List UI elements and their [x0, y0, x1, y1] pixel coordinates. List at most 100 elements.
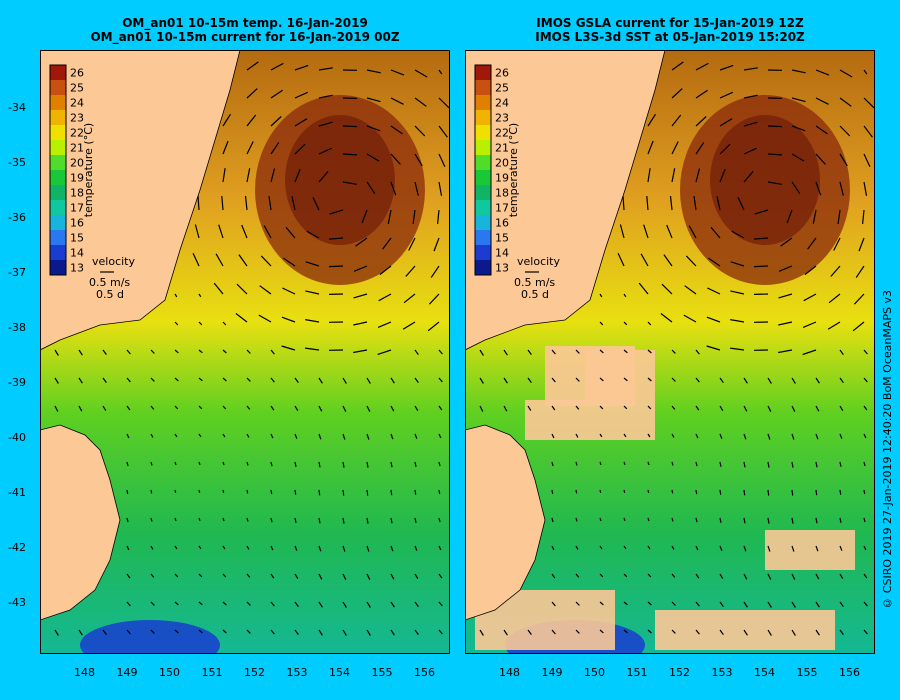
current-arrow — [270, 377, 275, 383]
current-arrow — [294, 545, 298, 551]
current-arrow — [671, 141, 679, 155]
current-arrow — [408, 237, 416, 251]
current-arrow — [126, 601, 131, 607]
current-arrow — [366, 377, 371, 384]
current-arrow — [695, 116, 707, 127]
current-arrow — [767, 601, 772, 608]
current-arrow — [815, 377, 820, 384]
current-arrow — [258, 314, 272, 323]
current-arrow — [730, 319, 745, 323]
colorbar-swatch — [475, 215, 491, 230]
current-arrow — [599, 545, 603, 550]
current-arrow — [839, 629, 844, 636]
current-arrow — [827, 321, 841, 330]
current-arrow — [414, 517, 417, 523]
colorbar-swatch — [50, 260, 66, 275]
current-arrow — [342, 181, 357, 185]
current-arrow — [174, 545, 178, 550]
current-arrow — [767, 461, 770, 468]
current-arrow — [767, 489, 770, 496]
current-arrow — [815, 433, 819, 440]
x-tick-label: 154 — [329, 666, 350, 679]
current-arrow — [815, 97, 829, 105]
current-arrow — [599, 433, 603, 438]
current-arrow — [719, 405, 724, 412]
current-arrow — [754, 209, 769, 215]
colorbar-tick-label: 13 — [70, 262, 84, 275]
current-arrow — [815, 69, 830, 76]
current-arrow — [270, 545, 274, 551]
current-arrow — [780, 237, 793, 247]
current-arrow — [623, 377, 628, 382]
current-arrow — [623, 405, 628, 410]
current-arrow — [767, 125, 783, 128]
current-arrow — [150, 545, 154, 550]
current-arrow — [246, 545, 250, 550]
current-arrow — [270, 433, 274, 439]
x-tick-label: 155 — [371, 666, 393, 679]
colorbar-swatch — [475, 185, 491, 200]
current-arrow — [222, 349, 227, 354]
current-arrow — [361, 209, 368, 224]
current-arrow — [390, 97, 404, 105]
current-arrow — [328, 265, 344, 268]
current-arrow — [623, 601, 628, 606]
current-arrow — [619, 224, 625, 239]
current-arrow — [719, 629, 724, 636]
current-arrow — [695, 489, 698, 495]
current-arrow — [150, 377, 155, 382]
current-arrow — [671, 349, 676, 354]
current-arrow — [647, 113, 657, 127]
current-arrow — [221, 196, 224, 211]
colorbar-swatch — [475, 245, 491, 260]
current-arrow — [126, 573, 131, 579]
current-arrow — [479, 349, 484, 356]
y-tick-label: -43 — [8, 596, 26, 609]
current-arrow — [786, 209, 793, 224]
current-arrow — [695, 377, 700, 383]
current-arrow — [839, 181, 844, 196]
current-arrow — [863, 97, 875, 109]
current-arrow — [222, 433, 226, 438]
current-arrow — [863, 181, 868, 196]
current-arrow — [623, 321, 628, 326]
current-arrow — [623, 573, 628, 578]
current-arrow — [695, 629, 700, 635]
current-arrow — [695, 349, 700, 355]
current-arrow — [270, 517, 273, 523]
colorbar-tick-label: 19 — [70, 172, 84, 185]
current-arrow — [575, 489, 578, 494]
current-arrow — [222, 629, 227, 634]
colorbar-tick-label: 26 — [70, 67, 84, 80]
current-arrow — [412, 209, 416, 224]
x-tick-label: 150 — [584, 666, 605, 679]
current-arrow — [503, 377, 508, 384]
current-arrow — [839, 377, 844, 384]
current-arrow — [599, 629, 604, 634]
current-arrow — [671, 377, 676, 382]
colorbar-swatch — [50, 230, 66, 245]
current-arrow — [839, 405, 844, 412]
current-arrow — [623, 433, 627, 438]
current-arrow — [730, 290, 745, 295]
panel-frame — [465, 50, 875, 654]
current-arrow — [430, 265, 440, 278]
current-arrow — [669, 196, 673, 211]
current-arrow — [366, 97, 381, 103]
colorbar-swatch — [50, 170, 66, 185]
current-arrow — [791, 97, 806, 103]
current-arrow — [791, 573, 796, 580]
current-arrow — [390, 461, 393, 468]
current-arrow — [235, 313, 248, 323]
current-arrow — [695, 433, 699, 439]
current-arrow — [126, 349, 131, 355]
current-arrow — [366, 69, 381, 74]
current-arrow — [719, 377, 724, 384]
current-arrow — [377, 349, 392, 356]
current-arrow — [683, 314, 697, 323]
colorbar-swatch — [475, 260, 491, 275]
colorbar-tick-label: 14 — [70, 247, 84, 260]
current-arrow — [731, 230, 745, 239]
current-arrow — [743, 545, 747, 552]
colorbar-swatch — [50, 110, 66, 125]
